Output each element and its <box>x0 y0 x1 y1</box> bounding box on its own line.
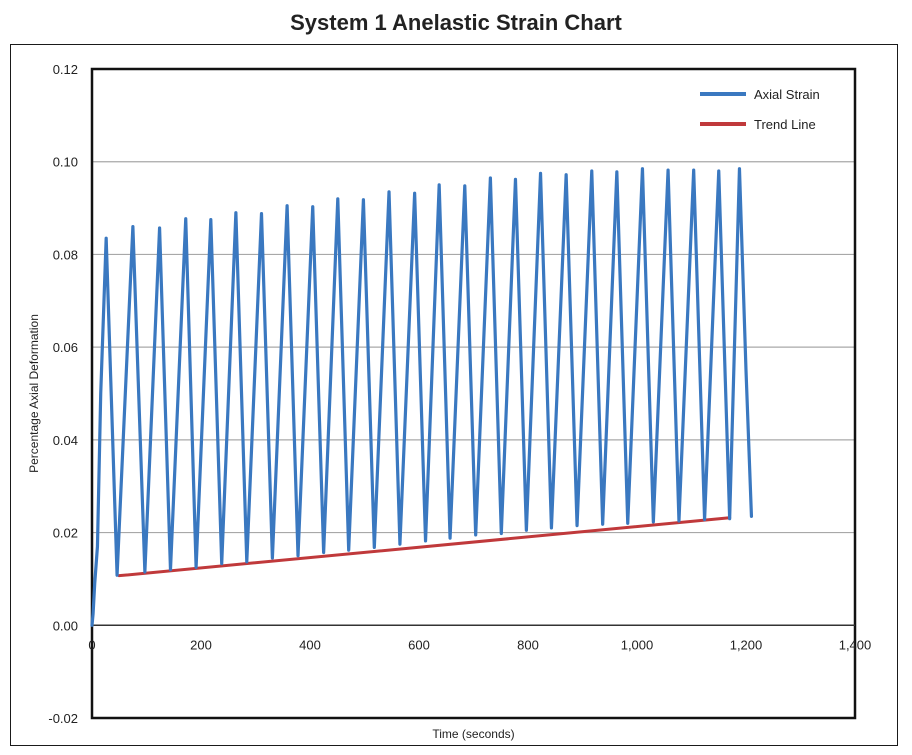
chart-title: System 1 Anelastic Strain Chart <box>290 10 622 35</box>
y-tick-label-2: 0.02 <box>53 526 78 541</box>
x-tick-label-7: 1,400 <box>839 637 872 652</box>
x-tick-labels: 0 200 400 600 800 1,000 1,200 1,400 <box>88 637 871 652</box>
x-tick-label-2: 400 <box>299 637 321 652</box>
y-tick-label-5: 0.08 <box>53 247 78 262</box>
legend-label-1: Trend Line <box>754 117 816 132</box>
x-axis-label: Time (seconds) <box>432 727 514 741</box>
x-tick-label-6: 1,200 <box>730 637 763 652</box>
x-tick-label-3: 600 <box>408 637 430 652</box>
plot-border <box>90 67 857 720</box>
x-tick-label-1: 200 <box>190 637 212 652</box>
x-tick-label-4: 800 <box>517 637 539 652</box>
y-tick-label-4: 0.06 <box>53 340 78 355</box>
y-tick-label-3: 0.04 <box>53 433 78 448</box>
legend: Axial Strain Trend Line <box>700 87 820 132</box>
y-tick-label-6: 0.10 <box>53 155 78 170</box>
chart-frame <box>10 44 898 746</box>
y-tick-label-7: 0.12 <box>53 62 78 77</box>
x-tick-label-0: 0 <box>88 637 95 652</box>
series-axial-strain-line <box>90 167 754 627</box>
y-tick-label-0: -0.02 <box>48 711 78 726</box>
x-tick-label-5: 1,000 <box>621 637 654 652</box>
legend-label-0: Axial Strain <box>754 87 820 102</box>
series-layer <box>90 167 754 627</box>
y-axis-label: Percentage Axial Deformation <box>27 314 41 473</box>
y-tick-labels: -0.02 0.00 0.02 0.04 0.06 0.08 0.10 0.12 <box>48 62 78 726</box>
y-tick-label-1: 0.00 <box>53 618 78 633</box>
series-trend-line <box>117 516 732 578</box>
